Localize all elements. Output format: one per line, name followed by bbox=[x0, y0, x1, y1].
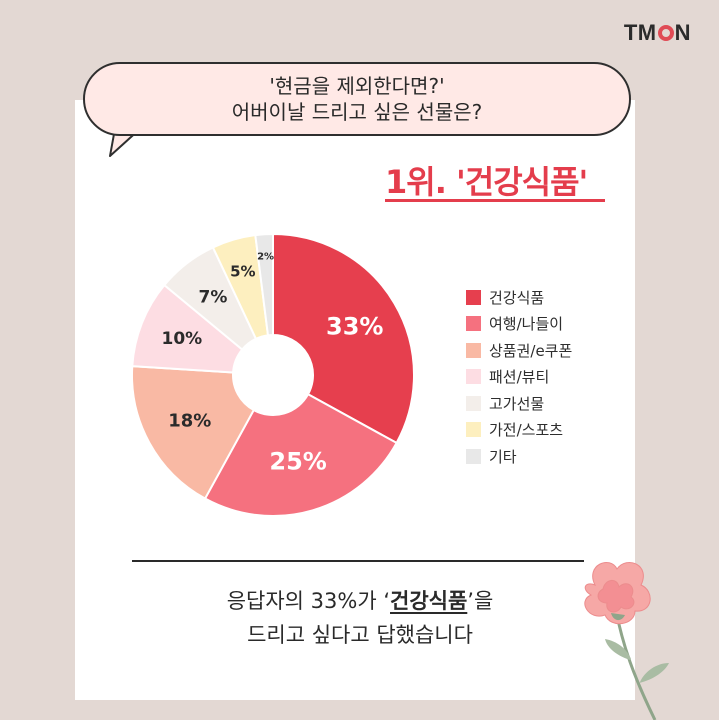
legend-swatch bbox=[466, 448, 481, 464]
slice-label-4: 10% bbox=[162, 329, 203, 349]
legend-item: 상품권/e쿠폰 bbox=[466, 337, 572, 364]
slice-label-7: 2% bbox=[257, 252, 274, 263]
legend-swatch bbox=[466, 316, 481, 332]
donut-slice-3 bbox=[131, 365, 256, 500]
donut-slice-2 bbox=[203, 392, 398, 517]
logo-text-prefix: TM bbox=[623, 20, 657, 45]
divider-line bbox=[132, 560, 584, 562]
caption-line-1: 응답자의 33%가 ‘건강식품’을 bbox=[130, 584, 590, 618]
caption-quote-open: ‘ bbox=[383, 589, 391, 613]
legend-swatch bbox=[466, 369, 481, 385]
legend-item: 건강식품 bbox=[466, 284, 572, 311]
headline-underline bbox=[385, 199, 605, 202]
legend-item: 패션/뷰티 bbox=[466, 364, 572, 391]
legend-item: 여행/나들이 bbox=[466, 311, 572, 338]
legend-swatch bbox=[466, 422, 481, 438]
bubble-line-2: 어버이날 드리고 싶은 선물은? bbox=[231, 100, 483, 124]
legend-label: 상품권/e쿠폰 bbox=[489, 341, 573, 360]
legend-label: 건강식품 bbox=[489, 288, 545, 307]
legend-label: 패션/뷰티 bbox=[489, 368, 550, 387]
slice-label-6: 5% bbox=[230, 262, 255, 280]
legend-label: 고가선물 bbox=[489, 394, 545, 413]
speech-bubble: '현금을 제외한다면?' 어버이날 드리고 싶은 선물은? bbox=[83, 62, 631, 136]
bubble-line-1: '현금을 제외한다면?' bbox=[269, 74, 445, 98]
legend-swatch bbox=[466, 289, 481, 305]
caption-line-2: 드리고 싶다고 답했습니다 bbox=[247, 623, 473, 647]
donut-slice-7 bbox=[254, 232, 274, 337]
legend-label: 가전/스포츠 bbox=[489, 421, 564, 440]
caption-quote-close: ’을 bbox=[467, 589, 494, 613]
logo-o-mark bbox=[657, 25, 674, 41]
headline-rank: 1위. '건강식품' bbox=[385, 163, 588, 201]
caption-text: 응답자의 33%가 bbox=[226, 589, 384, 613]
legend-label: 여행/나들이 bbox=[489, 315, 564, 334]
legend-swatch bbox=[466, 395, 481, 411]
slice-label-3: 18% bbox=[168, 410, 211, 431]
legend-swatch bbox=[466, 342, 481, 358]
legend-item: 가전/스포츠 bbox=[466, 417, 572, 444]
caption: 응답자의 33%가 ‘건강식품’을 드리고 싶다고 답했습니다 bbox=[130, 584, 590, 652]
legend-item: 기타 bbox=[466, 443, 572, 470]
donut-slice-1 bbox=[272, 232, 415, 445]
slice-label-1: 33% bbox=[326, 313, 383, 341]
carnation-flower-illustration bbox=[584, 561, 669, 720]
slice-label-2: 25% bbox=[269, 447, 326, 475]
legend-label: 기타 bbox=[489, 447, 517, 466]
slice-label-5: 7% bbox=[198, 288, 227, 308]
tmon-logo: TM N bbox=[624, 20, 691, 46]
legend-item: 고가선물 bbox=[466, 390, 572, 417]
logo-text-suffix: N bbox=[674, 20, 691, 45]
caption-highlight: 건강식품 bbox=[390, 589, 468, 613]
